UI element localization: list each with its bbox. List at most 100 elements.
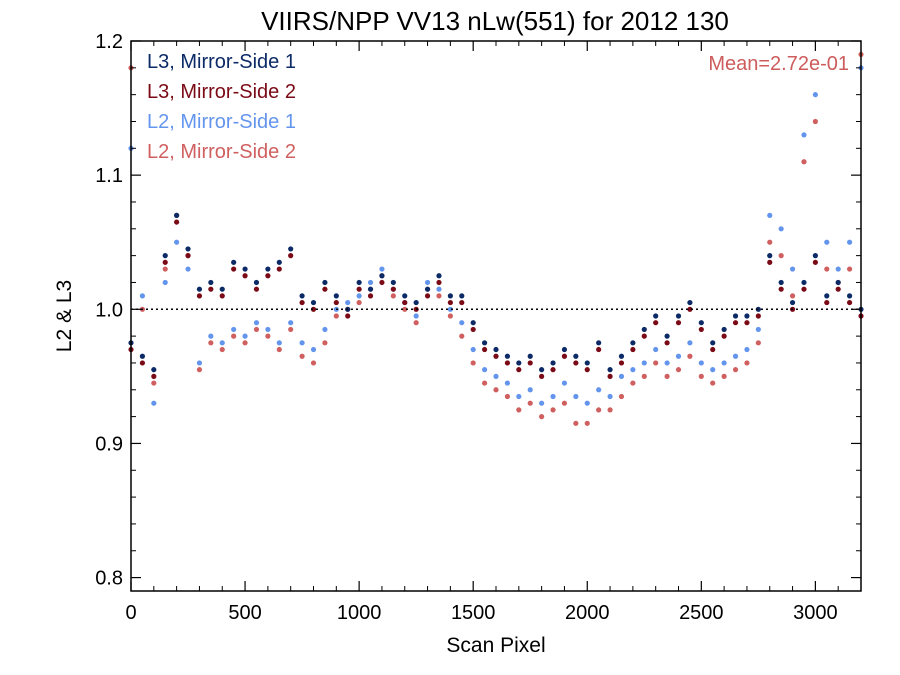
data-point — [185, 266, 191, 272]
x-tick-label: 0 — [125, 602, 136, 624]
data-point — [846, 299, 853, 306]
data-point — [846, 239, 853, 245]
data-point — [824, 239, 830, 245]
data-point — [561, 400, 568, 406]
data-point — [573, 393, 579, 400]
data-point — [367, 286, 374, 292]
data-point — [641, 333, 647, 339]
legend-entry: L3, Mirror-Side 2 — [147, 81, 296, 103]
legend-entry: L2, Mirror-Side 2 — [147, 141, 296, 163]
data-point — [618, 373, 625, 379]
data-point — [721, 333, 727, 339]
data-point — [664, 373, 670, 379]
data-point — [698, 373, 704, 379]
data-point — [767, 253, 773, 259]
data-point — [162, 259, 168, 265]
data-point — [607, 407, 613, 413]
data-point — [288, 320, 294, 326]
data-point — [345, 299, 351, 306]
data-point — [675, 320, 682, 326]
data-point — [459, 293, 465, 299]
data-point — [527, 400, 533, 406]
data-point — [242, 273, 248, 279]
data-point — [219, 293, 225, 299]
data-point — [402, 293, 408, 299]
data-point — [550, 360, 556, 366]
data-point — [561, 346, 568, 353]
data-point — [231, 259, 237, 265]
data-point — [436, 273, 442, 279]
data-point — [356, 299, 362, 306]
data-point — [174, 212, 180, 218]
data-point — [151, 373, 157, 379]
data-point — [721, 373, 727, 379]
data-point — [846, 293, 853, 299]
data-point — [481, 340, 488, 346]
data-point — [835, 266, 841, 272]
data-point — [789, 299, 796, 306]
data-point — [710, 340, 716, 346]
data-point — [687, 353, 693, 359]
series-points — [128, 219, 864, 379]
data-point — [424, 279, 431, 286]
data-point — [641, 373, 647, 379]
data-point — [721, 360, 727, 366]
data-point — [288, 253, 294, 259]
data-point — [653, 320, 659, 326]
data-point — [185, 253, 191, 259]
data-point — [812, 259, 818, 265]
data-point — [755, 326, 761, 333]
data-point — [151, 367, 157, 373]
data-point — [196, 360, 203, 366]
data-point — [185, 246, 191, 252]
data-point — [288, 326, 294, 333]
data-point — [653, 360, 659, 366]
chart-title: VIIRS/NPP VV13 nLw(551) for 2012 130 — [261, 6, 729, 36]
data-point — [584, 400, 590, 406]
data-point — [436, 279, 442, 286]
data-point — [630, 380, 636, 386]
data-point — [253, 279, 260, 286]
data-point — [767, 212, 773, 218]
data-point — [584, 367, 590, 373]
data-point — [208, 286, 214, 292]
data-point — [812, 92, 818, 98]
data-point — [219, 340, 225, 346]
data-point — [242, 333, 248, 339]
data-point — [641, 326, 647, 333]
data-point — [778, 286, 784, 292]
data-point — [162, 279, 168, 286]
data-point — [675, 313, 682, 319]
data-point — [493, 346, 499, 353]
data-point — [356, 286, 362, 292]
data-point — [481, 367, 488, 373]
data-point — [630, 340, 636, 346]
data-point — [151, 400, 157, 406]
data-point — [299, 353, 305, 359]
data-point — [653, 346, 659, 353]
data-point — [493, 373, 499, 379]
data-point — [459, 320, 465, 326]
data-point — [812, 118, 818, 125]
data-point — [276, 340, 282, 346]
data-point — [835, 279, 841, 286]
data-point — [447, 293, 453, 299]
legend-entry: L3, Mirror-Side 1 — [147, 51, 296, 73]
data-point — [139, 353, 146, 359]
data-point — [379, 273, 385, 279]
data-point — [687, 299, 693, 306]
data-point — [265, 266, 271, 272]
mean-annotation: Mean=2.72e-01 — [708, 53, 849, 75]
y-axis-label: L2 & L3 — [53, 280, 76, 352]
data-point — [242, 266, 248, 272]
data-point — [470, 326, 476, 333]
data-point — [755, 306, 761, 312]
data-point — [732, 320, 739, 326]
data-point — [367, 293, 374, 299]
data-point — [424, 286, 431, 292]
data-point — [493, 353, 499, 359]
data-point — [447, 306, 453, 312]
y-tick-label: 0.9 — [95, 433, 123, 455]
data-point — [675, 367, 682, 373]
